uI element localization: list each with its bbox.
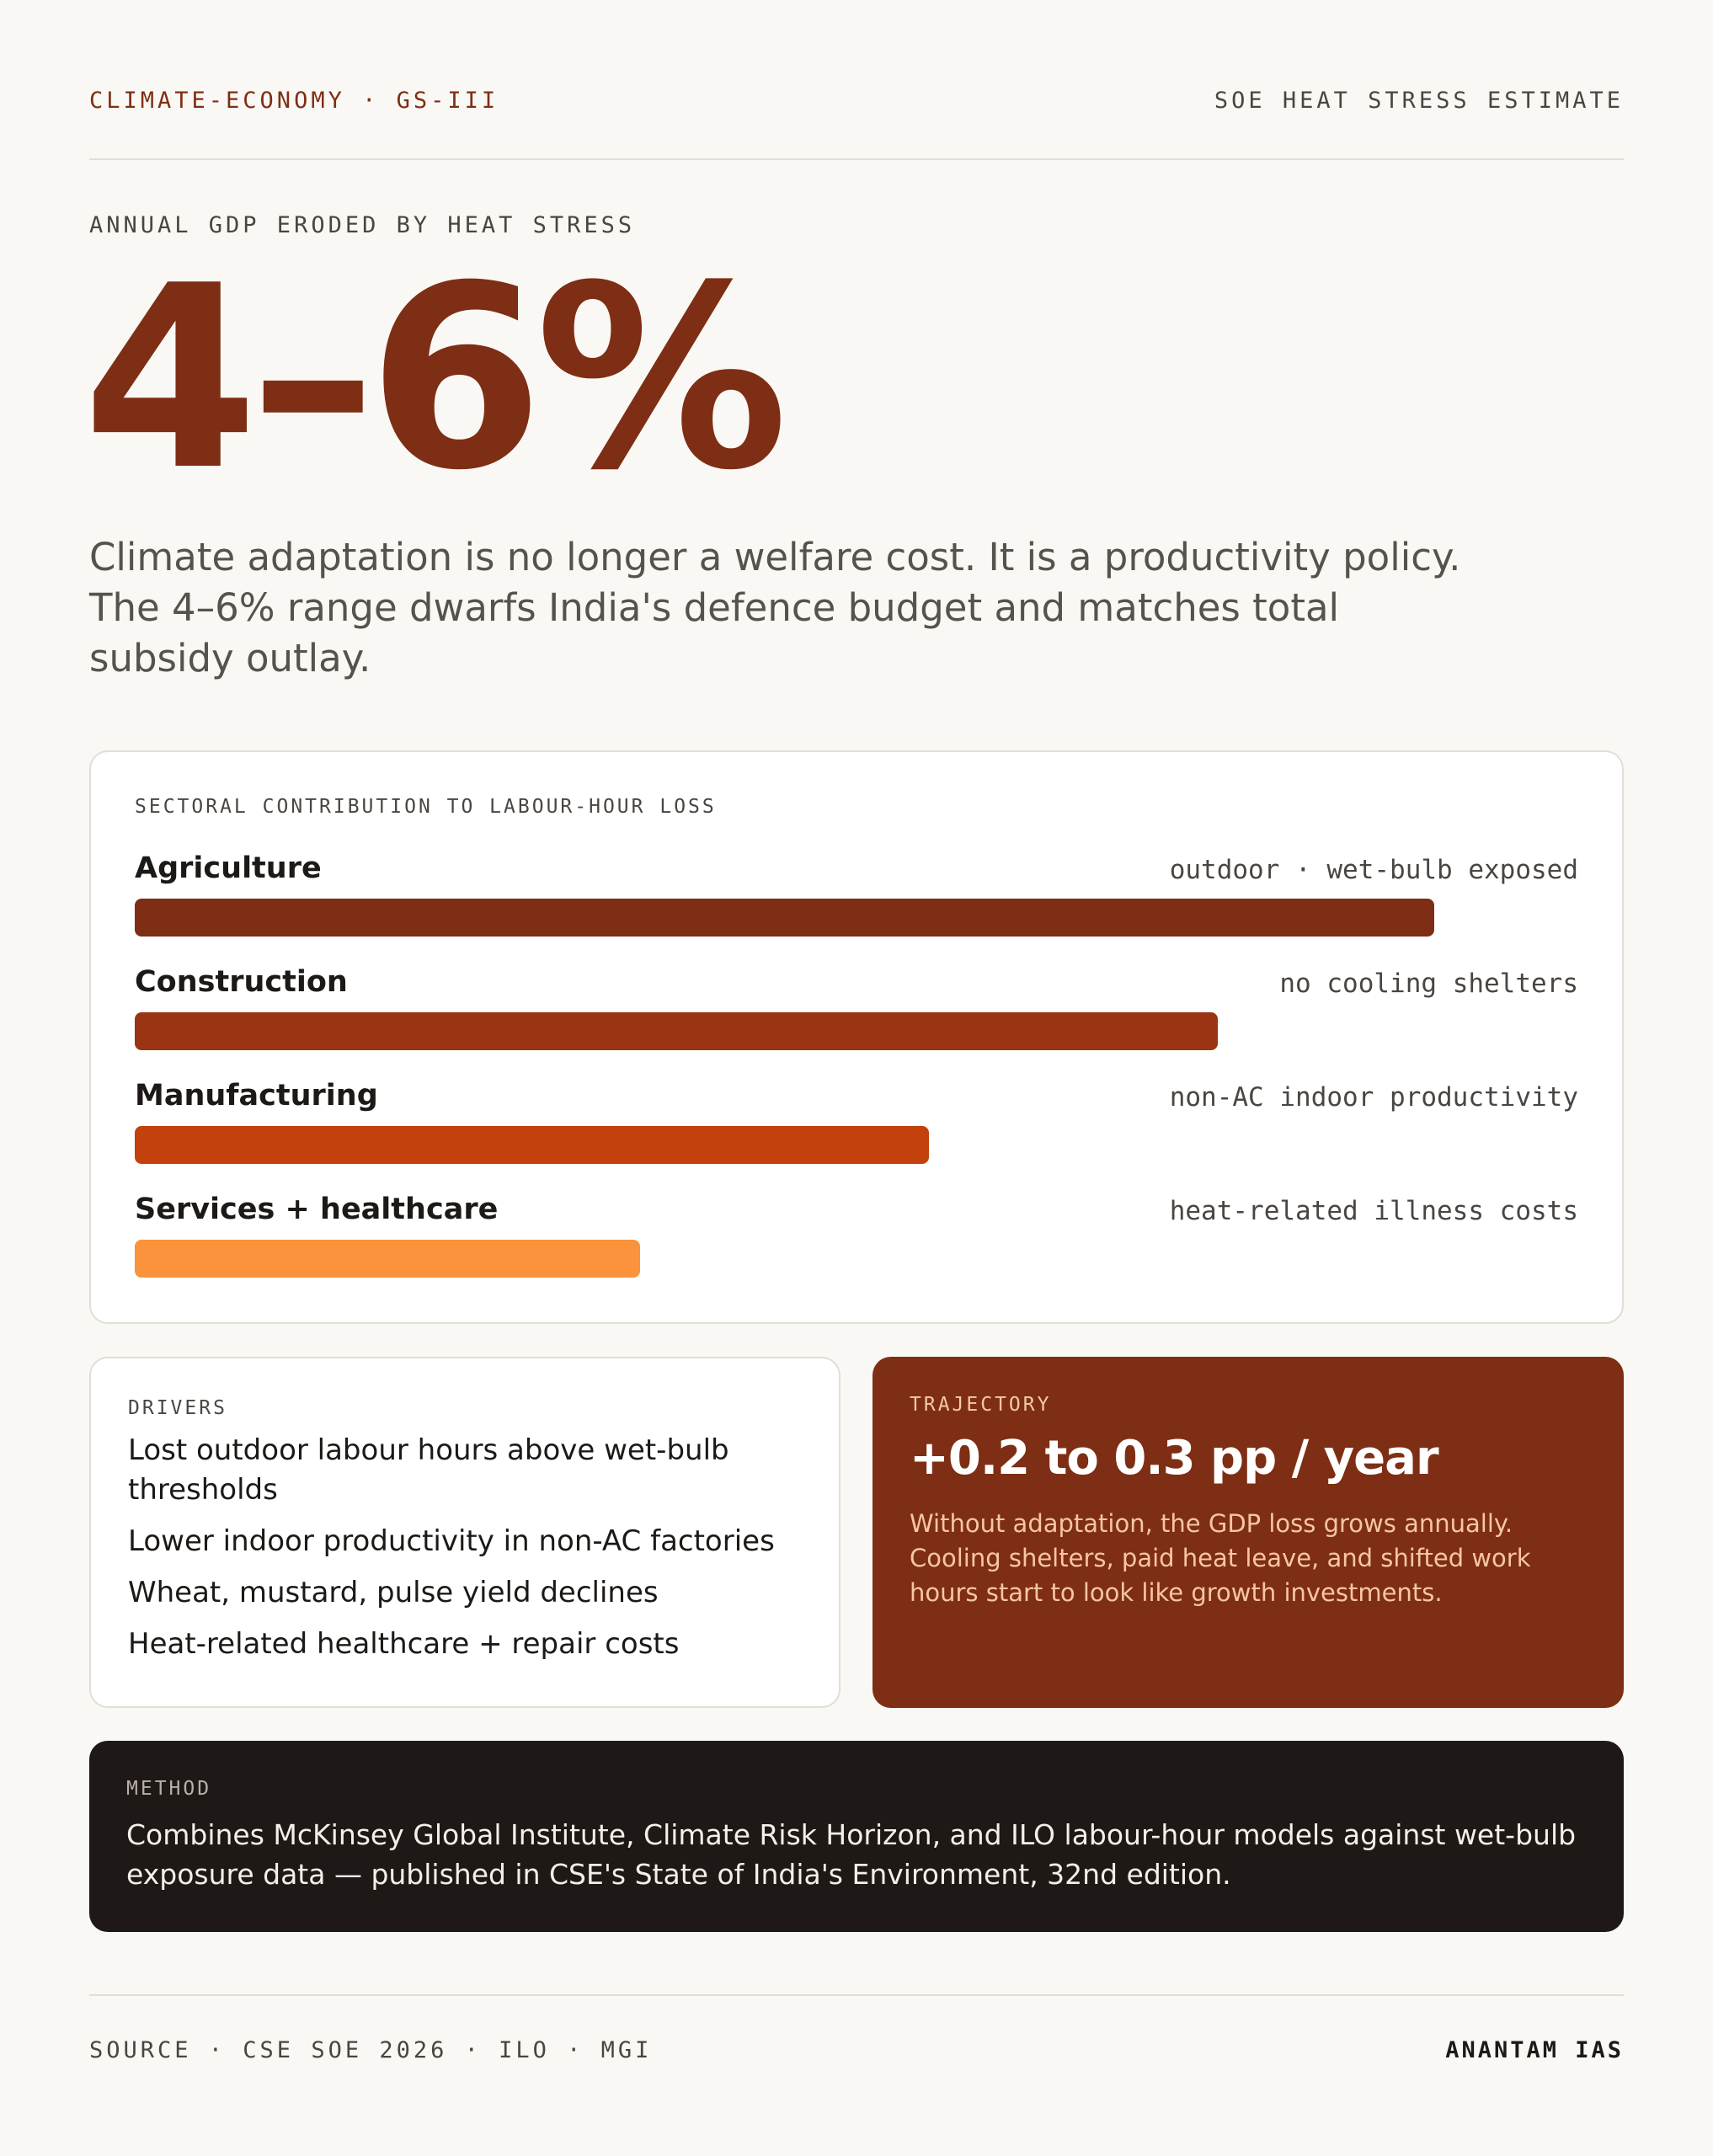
- footer-divider: [89, 1994, 1624, 1996]
- footer-brand: ANANTAM IAS: [1445, 2037, 1624, 2063]
- bar-agriculture: [135, 899, 1434, 937]
- drivers-title: DRIVERS: [128, 1397, 227, 1419]
- hero-value: 4–6%: [83, 232, 788, 526]
- hero-label: ANNUAL GDP ERODED BY HEAT STRESS: [89, 212, 636, 238]
- bar-construction: [135, 1012, 1218, 1050]
- method-body: Combines McKinsey Global Institute, Clim…: [126, 1818, 1577, 1891]
- bar-label-construction: Construction: [135, 965, 348, 999]
- header-divider: [89, 158, 1624, 160]
- bar-manufacturing: [135, 1126, 929, 1164]
- bar-services: [135, 1240, 640, 1278]
- bar-note-construction: no cooling shelters: [1279, 969, 1578, 999]
- bar-label-services: Services + healthcare: [135, 1193, 499, 1226]
- category-kicker: CLIMATE-ECONOMY · GS-III: [89, 88, 499, 114]
- bar-label-agriculture: Agriculture: [135, 851, 322, 885]
- method-card: METHOD Combines McKinsey Global Institut…: [89, 1741, 1624, 1932]
- bar-note-manufacturing: non-AC indoor productivity: [1169, 1082, 1578, 1113]
- footer-source: SOURCE · CSE SOE 2026 · ILO · MGI: [89, 2037, 653, 2063]
- trajectory-value: +0.2 to 0.3 pp / year: [910, 1431, 1439, 1486]
- bar-label-manufacturing: Manufacturing: [135, 1079, 378, 1113]
- bar-note-agriculture: outdoor · wet-bulb exposed: [1169, 855, 1578, 885]
- hero-lede: Climate adaptation is no longer a welfar…: [89, 535, 1461, 680]
- driver-item: Lost outdoor labour hours above wet-bulb…: [128, 1433, 729, 1507]
- trajectory-body: Without adaptation, the GDP loss grows a…: [910, 1509, 1531, 1607]
- chart-title: SECTORAL CONTRIBUTION TO LABOUR-HOUR LOS…: [135, 796, 717, 818]
- drivers-card: DRIVERS Lost outdoor labour hours above …: [89, 1357, 840, 1708]
- bar-note-services: heat-related illness costs: [1169, 1196, 1578, 1226]
- trajectory-card: TRAJECTORY +0.2 to 0.3 pp / year Without…: [873, 1357, 1624, 1708]
- header-tag: SOE HEAT STRESS ESTIMATE: [1214, 88, 1624, 114]
- trajectory-title: TRAJECTORY: [910, 1394, 1052, 1416]
- sector-chart-card: SECTORAL CONTRIBUTION TO LABOUR-HOUR LOS…: [89, 750, 1624, 1324]
- driver-item: Heat-related healthcare + repair costs: [128, 1627, 680, 1661]
- driver-item: Lower indoor productivity in non-AC fact…: [128, 1524, 775, 1558]
- driver-item: Wheat, mustard, pulse yield declines: [128, 1576, 659, 1609]
- method-title: METHOD: [126, 1778, 212, 1800]
